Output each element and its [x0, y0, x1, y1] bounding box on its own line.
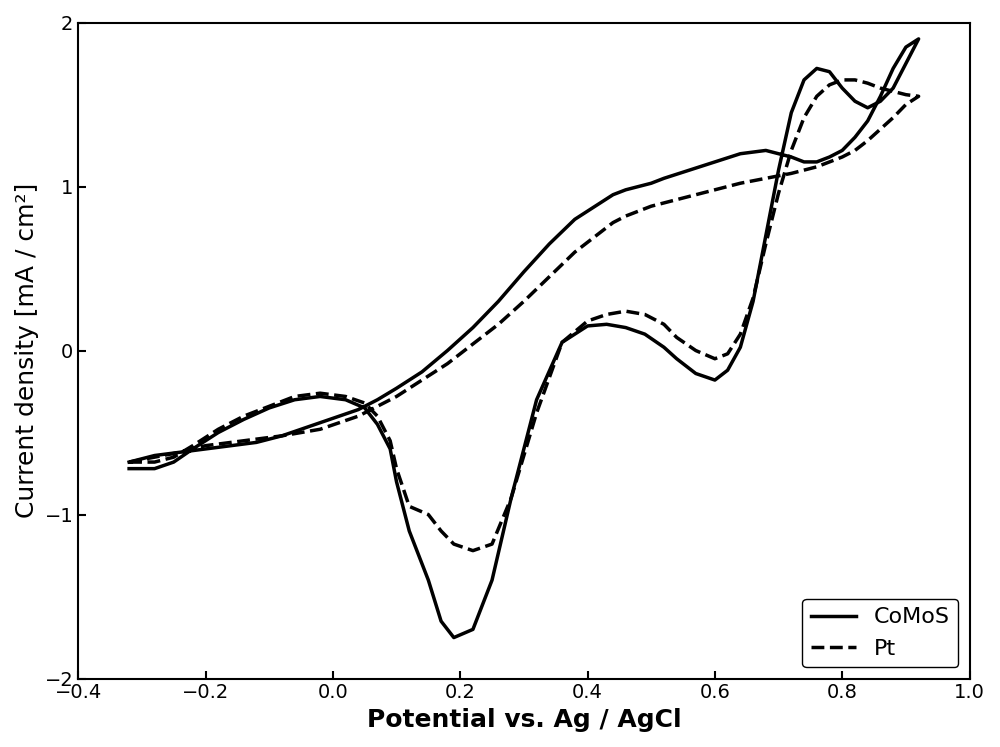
- Pt: [467, 546, 479, 555]
- Pt: [639, 310, 651, 319]
- Pt: [900, 90, 912, 99]
- CoMoS: [505, 494, 517, 503]
- Pt: [441, 359, 453, 368]
- CoMoS: [887, 84, 899, 93]
- Pt: [123, 458, 135, 467]
- Y-axis label: Current density [mA / cm²]: Current density [mA / cm²]: [15, 183, 39, 518]
- Pt: [505, 494, 517, 503]
- CoMoS: [123, 458, 135, 467]
- Legend: CoMoS, Pt: CoMoS, Pt: [802, 598, 958, 668]
- Pt: [798, 113, 810, 122]
- CoMoS: [403, 527, 415, 536]
- Pt: [836, 75, 848, 84]
- CoMoS: [798, 75, 810, 84]
- Pt: [123, 458, 135, 467]
- CoMoS: [639, 329, 651, 338]
- CoMoS: [441, 346, 453, 355]
- Line: Pt: Pt: [129, 80, 919, 551]
- Line: CoMoS: CoMoS: [129, 39, 919, 638]
- CoMoS: [448, 633, 460, 642]
- CoMoS: [123, 464, 135, 473]
- Pt: [403, 502, 415, 511]
- X-axis label: Potential vs. Ag / AgCl: Potential vs. Ag / AgCl: [367, 708, 681, 732]
- CoMoS: [913, 34, 925, 43]
